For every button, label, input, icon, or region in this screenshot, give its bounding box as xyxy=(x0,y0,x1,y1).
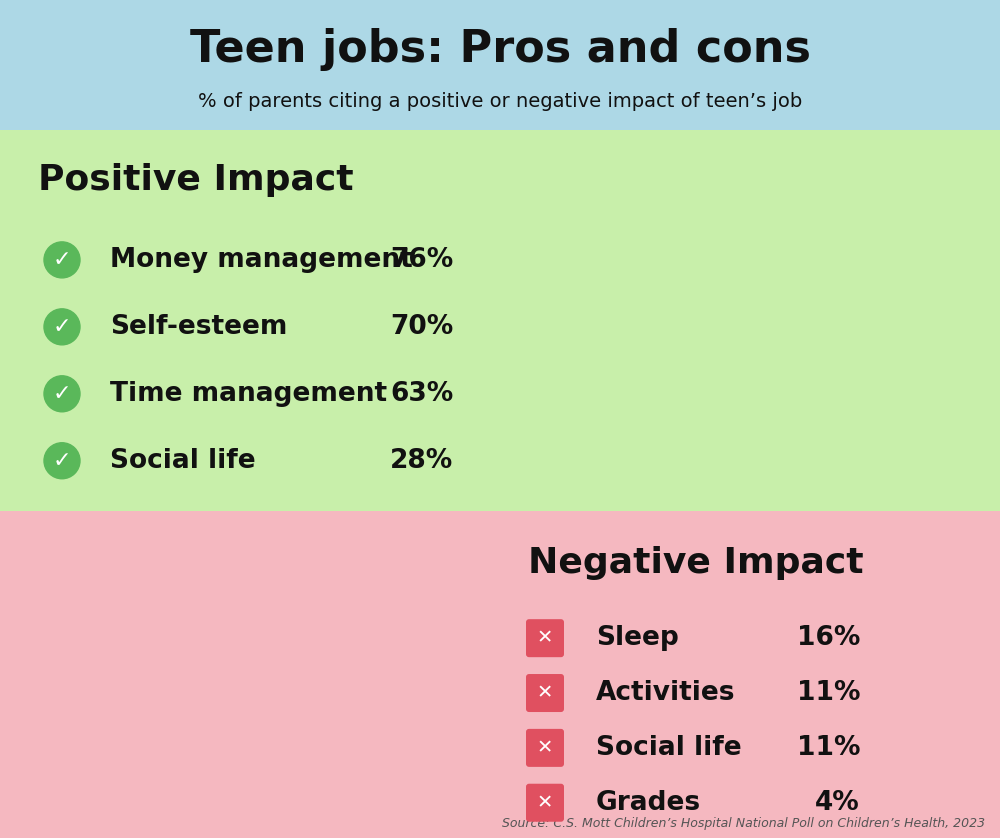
Text: Source: C.S. Mott Children’s Hospital National Poll on Children’s Health, 2023: Source: C.S. Mott Children’s Hospital Na… xyxy=(502,817,985,830)
Text: ✕: ✕ xyxy=(537,738,553,758)
Text: ✓: ✓ xyxy=(53,384,71,404)
Text: 4%: 4% xyxy=(815,789,860,815)
Text: Money management: Money management xyxy=(110,247,413,273)
Text: % of parents citing a positive or negative impact of teen’s job: % of parents citing a positive or negati… xyxy=(198,92,802,111)
Text: Negative Impact: Negative Impact xyxy=(528,546,864,580)
FancyBboxPatch shape xyxy=(526,674,564,712)
Text: Social life: Social life xyxy=(110,447,256,473)
Circle shape xyxy=(44,442,80,478)
Text: Positive Impact: Positive Impact xyxy=(38,163,354,197)
FancyBboxPatch shape xyxy=(526,619,564,657)
Text: ✓: ✓ xyxy=(53,317,71,337)
Circle shape xyxy=(44,375,80,411)
Text: 11%: 11% xyxy=(796,680,860,706)
Circle shape xyxy=(44,309,80,345)
Text: ✕: ✕ xyxy=(537,628,553,648)
Text: ✓: ✓ xyxy=(53,451,71,471)
Text: ✓: ✓ xyxy=(53,250,71,270)
FancyBboxPatch shape xyxy=(0,0,1000,130)
FancyBboxPatch shape xyxy=(0,130,1000,511)
Text: Grades: Grades xyxy=(596,789,701,815)
Text: 28%: 28% xyxy=(390,447,453,473)
FancyBboxPatch shape xyxy=(526,784,564,822)
Text: Social life: Social life xyxy=(596,735,742,761)
Text: 70%: 70% xyxy=(390,314,453,340)
Text: Activities: Activities xyxy=(596,680,736,706)
Text: Time management: Time management xyxy=(110,380,387,406)
Text: 11%: 11% xyxy=(796,735,860,761)
Text: 76%: 76% xyxy=(390,247,453,273)
FancyBboxPatch shape xyxy=(526,729,564,767)
FancyBboxPatch shape xyxy=(490,130,1000,511)
Text: ✕: ✕ xyxy=(537,794,553,812)
FancyBboxPatch shape xyxy=(0,511,490,838)
Text: Self-esteem: Self-esteem xyxy=(110,314,287,340)
Text: Sleep: Sleep xyxy=(596,625,679,651)
Text: ✕: ✕ xyxy=(537,684,553,702)
Text: 16%: 16% xyxy=(797,625,860,651)
Text: 63%: 63% xyxy=(390,380,453,406)
Text: Teen jobs: Pros and cons: Teen jobs: Pros and cons xyxy=(190,28,810,71)
FancyBboxPatch shape xyxy=(0,511,1000,838)
Circle shape xyxy=(44,242,80,278)
